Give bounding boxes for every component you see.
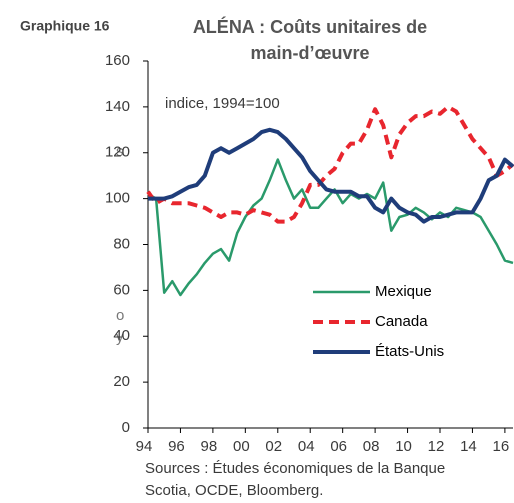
x-tick-label: 06 <box>330 438 347 455</box>
x-tick-label: 16 <box>493 438 510 455</box>
x-tick-label: 04 <box>298 438 315 455</box>
legend-label: États-Unis <box>375 343 444 360</box>
source: Scotia, OCDE, Bloomberg. <box>145 482 323 499</box>
y-tick-label: 160 <box>105 52 130 69</box>
cropped-text: o <box>116 307 124 324</box>
x-tick-label: 00 <box>233 438 250 455</box>
cropped-text: y <box>116 329 124 346</box>
x-tick-label: 10 <box>395 438 412 455</box>
y-tick-label: 100 <box>105 190 130 207</box>
y-tick-label: 60 <box>113 281 130 298</box>
series-line <box>146 104 514 224</box>
legend-label: Canada <box>375 313 428 330</box>
y-tick-label: 120 <box>105 144 130 161</box>
x-tick-label: 14 <box>460 438 477 455</box>
x-tick-label: 94 <box>136 438 153 455</box>
x-tick-label: 98 <box>201 438 218 455</box>
chart-label: Graphique 16 <box>20 18 110 34</box>
chart-title: ALÉNA : Coûts unitaires de <box>193 16 427 37</box>
source: Sources : Études économiques de la Banqu… <box>145 460 445 477</box>
series-line <box>148 127 514 224</box>
x-tick-label: 02 <box>265 438 282 455</box>
y-tick-label: 140 <box>105 98 130 115</box>
y-tick-label: 40 <box>113 327 130 344</box>
x-tick-label: 96 <box>168 438 185 455</box>
chart-title: main-d’œuvre <box>250 43 369 63</box>
x-tick-label: 12 <box>428 438 445 455</box>
x-tick-label: 08 <box>363 438 380 455</box>
y-tick-label: 80 <box>113 235 130 252</box>
legend-label: Mexique <box>375 283 432 300</box>
cropped-text: s <box>116 143 124 160</box>
annotation: indice, 1994=100 <box>165 95 280 112</box>
y-tick-label: 20 <box>113 373 130 390</box>
y-tick-label: 0 <box>122 419 130 436</box>
